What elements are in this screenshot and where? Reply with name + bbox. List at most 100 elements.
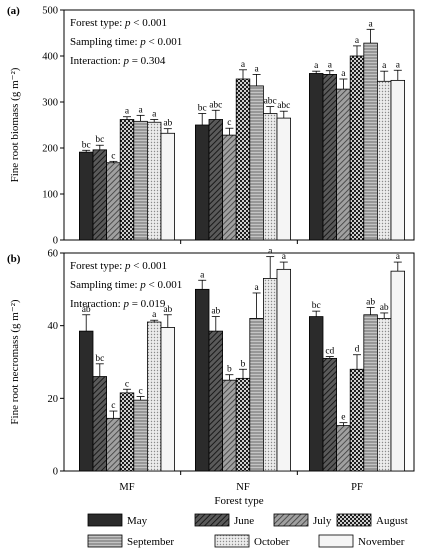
panel-a: 0 100 200 300 400 500 Fine root biomass (g m⁻²… bbox=[7, 5, 415, 247]
stat-line: Sampling time: p < 0.001 bbox=[70, 279, 182, 291]
bar bbox=[92, 149, 108, 241]
bar bbox=[146, 321, 162, 472]
bar bbox=[363, 314, 378, 472]
bar bbox=[349, 55, 365, 241]
panel-label: (a) bbox=[7, 5, 20, 17]
significance-label: a bbox=[282, 252, 287, 262]
y-tick-label: 0 bbox=[53, 236, 58, 247]
significance-label: a bbox=[125, 107, 130, 117]
significance-label: c bbox=[138, 387, 142, 397]
significance-label: e bbox=[341, 413, 345, 423]
bar bbox=[262, 113, 278, 241]
legend-item: August bbox=[336, 513, 408, 527]
y-tick-label: 100 bbox=[42, 190, 58, 201]
legend-item: July bbox=[273, 513, 332, 527]
bar bbox=[235, 78, 251, 241]
significance-label: abc bbox=[277, 101, 290, 111]
bar bbox=[79, 330, 94, 472]
significance-label: abc bbox=[209, 100, 222, 110]
y-tick-label: 200 bbox=[42, 144, 58, 155]
significance-label: bc bbox=[82, 140, 91, 150]
bar bbox=[79, 151, 94, 241]
bar bbox=[194, 288, 210, 472]
significance-label: a bbox=[152, 109, 157, 119]
significance-label: bc bbox=[198, 104, 207, 114]
legend: May June July August September October Novembe… bbox=[87, 513, 408, 548]
bar bbox=[106, 162, 121, 241]
bar bbox=[222, 134, 237, 241]
legend-item: June bbox=[194, 513, 254, 527]
bar bbox=[106, 417, 121, 472]
significance-label: a bbox=[328, 61, 333, 71]
stat-line: Interaction: p = 0.304 bbox=[70, 55, 166, 67]
x-tick-label: MF bbox=[119, 482, 134, 493]
y-axis-title: Fine root necromass (g m⁻²) bbox=[9, 299, 21, 425]
legend-swatch bbox=[214, 534, 250, 548]
bar bbox=[119, 119, 135, 241]
significance-label: ab bbox=[163, 305, 172, 315]
y-tick-label: 40 bbox=[48, 321, 59, 332]
bar bbox=[208, 330, 224, 472]
significance-label: b bbox=[227, 365, 232, 375]
bar bbox=[376, 80, 392, 241]
significance-label: a bbox=[254, 64, 259, 74]
significance-label: a bbox=[368, 19, 373, 29]
bar bbox=[249, 85, 264, 241]
significance-label: ab bbox=[163, 119, 172, 129]
legend-item: November bbox=[318, 534, 405, 548]
bar bbox=[308, 316, 324, 472]
significance-label: a bbox=[254, 283, 259, 293]
legend-swatch bbox=[87, 513, 123, 527]
bar bbox=[390, 79, 406, 241]
bar bbox=[92, 376, 108, 472]
legend-swatch bbox=[87, 534, 123, 548]
bar bbox=[262, 278, 278, 472]
significance-label: c bbox=[111, 151, 115, 161]
y-tick-label: 0 bbox=[53, 467, 58, 478]
bar bbox=[276, 268, 292, 472]
significance-label: c bbox=[111, 401, 115, 411]
legend-label: May bbox=[127, 515, 148, 527]
bar bbox=[336, 425, 351, 472]
legend-swatch bbox=[194, 513, 230, 527]
bar bbox=[276, 117, 292, 241]
legend-label: August bbox=[376, 515, 408, 527]
bar bbox=[308, 73, 324, 241]
significance-label: a bbox=[200, 270, 205, 280]
legend-label: June bbox=[234, 515, 254, 527]
legend-label: October bbox=[254, 536, 290, 548]
stat-line: Sampling time: p < 0.001 bbox=[70, 36, 182, 48]
significance-label: c bbox=[227, 118, 231, 128]
bar bbox=[363, 42, 378, 241]
y-axis-title: Fine root biomass (g m⁻²) bbox=[9, 67, 21, 182]
bar bbox=[249, 317, 264, 472]
significance-label: bc bbox=[312, 301, 321, 311]
significance-label: a bbox=[341, 69, 346, 79]
significance-label: a bbox=[355, 36, 360, 46]
bar bbox=[390, 270, 406, 472]
significance-label: a bbox=[268, 247, 273, 257]
y-tick-label: 300 bbox=[42, 98, 58, 109]
bar bbox=[208, 119, 224, 241]
x-axis-title: Forest type bbox=[214, 495, 263, 507]
significance-label: c bbox=[125, 379, 129, 389]
stat-line: Interaction: p = 0.019 bbox=[70, 298, 166, 310]
bar bbox=[133, 399, 148, 472]
bar bbox=[194, 124, 210, 241]
legend-label: September bbox=[127, 536, 174, 548]
significance-label: ab bbox=[211, 307, 220, 317]
legend-item: May bbox=[87, 513, 148, 527]
bar bbox=[160, 132, 176, 241]
significance-label: abc bbox=[264, 97, 277, 107]
significance-label: a bbox=[241, 60, 246, 70]
y-tick-label: 20 bbox=[48, 394, 59, 405]
legend-item: September bbox=[87, 534, 174, 548]
bar bbox=[336, 88, 351, 241]
x-tick-label: PF bbox=[351, 482, 363, 493]
legend-swatch bbox=[318, 534, 354, 548]
significance-label: a bbox=[382, 61, 387, 71]
panel-label: (b) bbox=[7, 253, 21, 265]
significance-label: a bbox=[396, 60, 401, 70]
